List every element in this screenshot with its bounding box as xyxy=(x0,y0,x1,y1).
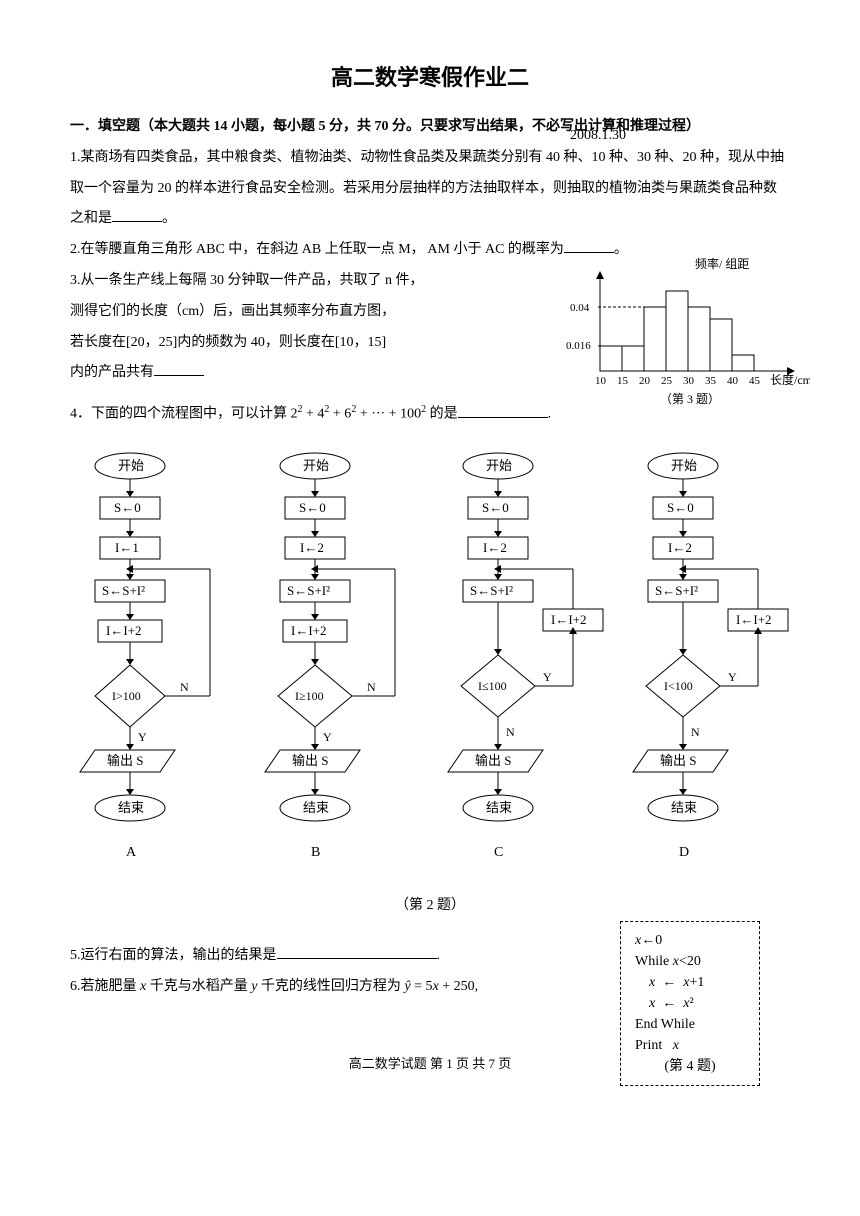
histogram-svg: 频率/ 组距 0.04 0.016 10 15 20 25 30 35 40 4… xyxy=(560,256,810,406)
question-1: 1.某商场有四类食品，其中粮食类、植物油类、动物性食品类及果蔬类分别有 40 种… xyxy=(70,143,790,235)
code-line: Print x xyxy=(635,1035,745,1056)
question-3-wrap: 3.从一条生产线上每隔 30 分钟取一件产品，共取了 n 件， 测得它们的长度（… xyxy=(70,266,790,389)
code-line: While x<20 xyxy=(635,951,745,972)
flowchart-a: 开始 S←0 I←1 S←S+I² I←I+2 I>100 N Y 输出 S 结… xyxy=(70,451,235,871)
y-axis-label: 频率/ 组距 xyxy=(695,256,749,271)
svg-text:S←0: S←0 xyxy=(114,500,141,515)
svg-text:I←I+2: I←I+2 xyxy=(291,623,327,638)
svg-text:25: 25 xyxy=(661,375,673,387)
svg-text:I←2: I←2 xyxy=(300,540,324,555)
flowchart-c: 开始 S←0 I←2 S←S+I² I←I+2 I≤100 Y N 输出 S 结… xyxy=(440,451,605,871)
svg-text:I≤100: I≤100 xyxy=(478,679,507,693)
svg-text:I←2: I←2 xyxy=(668,540,692,555)
svg-text:I<100: I<100 xyxy=(664,679,693,693)
svg-text:结束: 结束 xyxy=(671,800,697,815)
flowchart-caption: （第 2 题） xyxy=(70,891,790,922)
blank xyxy=(277,944,437,959)
svg-text:S←0: S←0 xyxy=(482,500,509,515)
svg-text:结束: 结束 xyxy=(303,800,329,815)
svg-text:（第 3 题）: （第 3 题） xyxy=(660,392,720,406)
svg-text:Y: Y xyxy=(543,670,552,684)
code-line: End While xyxy=(635,1014,745,1035)
flowcharts: 开始 S←0 I←1 S←S+I² I←I+2 I>100 N Y 输出 S 结… xyxy=(70,451,790,871)
code-line: x←0 xyxy=(635,930,745,951)
svg-text:15: 15 xyxy=(617,375,629,387)
svg-text:N: N xyxy=(506,725,515,739)
flowchart-b-svg: 开始 S←0 I←2 S←S+I² I←I+2 I≥100 N Y 输出 S 结… xyxy=(255,451,420,871)
svg-text:45: 45 xyxy=(749,375,761,387)
q5-wrap: 5.运行右面的算法，输出的结果是. 6.若施肥量 x 千克与水稻产量 y 千克的… xyxy=(70,941,790,1003)
svg-text:Y: Y xyxy=(728,670,737,684)
svg-text:10: 10 xyxy=(595,375,607,387)
svg-text:输出 S: 输出 S xyxy=(660,753,696,768)
svg-text:S←S+I²: S←S+I² xyxy=(287,583,330,598)
blank xyxy=(458,403,548,418)
svg-text:结束: 结束 xyxy=(486,800,512,815)
blank xyxy=(112,207,162,222)
svg-text:I>100: I>100 xyxy=(112,689,141,703)
svg-text:C: C xyxy=(494,845,503,860)
flowchart-b: 开始 S←0 I←2 S←S+I² I←I+2 I≥100 N Y 输出 S 结… xyxy=(255,451,420,871)
svg-text:40: 40 xyxy=(727,375,739,387)
svg-text:I←1: I←1 xyxy=(115,540,139,555)
svg-text:N: N xyxy=(691,725,700,739)
blank xyxy=(154,361,204,376)
svg-text:开始: 开始 xyxy=(486,458,512,473)
svg-text:开始: 开始 xyxy=(118,458,144,473)
svg-text:I←I+2: I←I+2 xyxy=(736,612,772,627)
svg-text:开始: 开始 xyxy=(671,458,697,473)
page-title: 高二数学寒假作业二 xyxy=(70,60,790,92)
svg-text:S←0: S←0 xyxy=(667,500,694,515)
flowchart-c-svg: 开始 S←0 I←2 S←S+I² I←I+2 I≤100 Y N 输出 S 结… xyxy=(438,451,608,871)
svg-text:I≥100: I≥100 xyxy=(295,689,324,703)
section-heading: 一．填空题（本大题共 14 小题，每小题 5 分，共 70 分。只要求写出结果，… xyxy=(70,112,790,143)
svg-text:30: 30 xyxy=(683,375,695,387)
svg-text:D: D xyxy=(679,845,689,860)
svg-text:输出 S: 输出 S xyxy=(292,753,328,768)
code-line: x ← x+1 xyxy=(635,972,745,993)
svg-text:I←2: I←2 xyxy=(483,540,507,555)
svg-text:35: 35 xyxy=(705,375,717,387)
svg-text:S←S+I²: S←S+I² xyxy=(470,583,513,598)
svg-text:I←I+2: I←I+2 xyxy=(551,612,587,627)
flowchart-d: 开始 S←0 I←2 S←S+I² I←I+2 I<100 Y N 输出 S 结… xyxy=(625,451,790,871)
svg-text:A: A xyxy=(126,845,137,860)
svg-text:S←S+I²: S←S+I² xyxy=(655,583,698,598)
code-line: x ← x² xyxy=(635,993,745,1014)
histogram: 频率/ 组距 0.04 0.016 10 15 20 25 30 35 40 4… xyxy=(560,256,810,411)
svg-text:输出 S: 输出 S xyxy=(475,753,511,768)
svg-text:B: B xyxy=(311,845,320,860)
svg-text:长度/cm: 长度/cm xyxy=(770,372,810,387)
svg-text:N: N xyxy=(180,680,189,694)
flowchart-d-svg: 开始 S←0 I←2 S←S+I² I←I+2 I<100 Y N 输出 S 结… xyxy=(623,451,793,871)
svg-text:0.04: 0.04 xyxy=(570,302,590,314)
svg-text:Y: Y xyxy=(323,730,332,744)
svg-text:S←0: S←0 xyxy=(299,500,326,515)
date: 2008.1.30 xyxy=(570,128,626,144)
svg-text:20: 20 xyxy=(639,375,651,387)
svg-text:输出 S: 输出 S xyxy=(107,753,143,768)
svg-text:开始: 开始 xyxy=(303,458,329,473)
flowchart-a-svg: 开始 S←0 I←1 S←S+I² I←I+2 I>100 N Y 输出 S 结… xyxy=(70,451,235,871)
svg-text:N: N xyxy=(367,680,376,694)
svg-text:结束: 结束 xyxy=(118,800,144,815)
svg-text:Y: Y xyxy=(138,730,147,744)
code-caption: (第 4 题) xyxy=(635,1056,745,1077)
code-box: x←0 While x<20 x ← x+1 x ← x² End While … xyxy=(620,921,760,1086)
svg-text:I←I+2: I←I+2 xyxy=(106,623,142,638)
svg-text:0.016: 0.016 xyxy=(566,340,591,352)
header: 高二数学寒假作业二 2008.1.30 xyxy=(70,60,790,92)
svg-text:S←S+I²: S←S+I² xyxy=(102,583,145,598)
blank xyxy=(564,238,614,253)
